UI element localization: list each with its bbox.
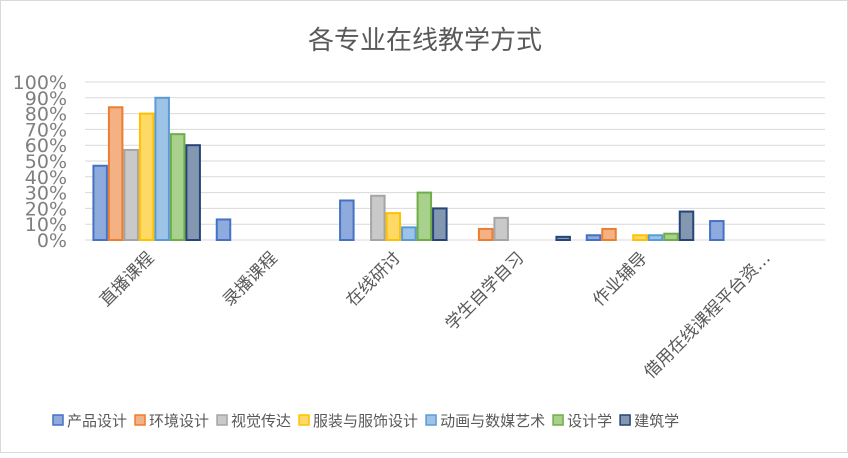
x-tick-label: 作业辅导	[589, 248, 651, 310]
x-tick-label: 学生自学自习	[442, 248, 528, 334]
bar	[432, 207, 448, 241]
bar	[123, 148, 139, 241]
chart-title: 各专业在线教学方式	[308, 26, 542, 56]
legend-swatch	[425, 414, 437, 426]
bar	[678, 210, 695, 241]
y-tick-label: 40%	[25, 167, 67, 189]
bar	[647, 234, 664, 241]
bar	[401, 226, 417, 242]
legend-swatch	[619, 414, 631, 426]
bar	[138, 112, 155, 241]
y-tick-label: 70%	[25, 119, 67, 141]
y-tick-label: 30%	[25, 183, 67, 205]
bar	[107, 106, 124, 241]
bar	[585, 234, 602, 241]
y-tick-label: 20%	[25, 198, 67, 220]
legend-label: 建筑学	[634, 412, 679, 430]
y-tick-label: 50%	[25, 151, 67, 173]
y-tick-label: 90%	[25, 88, 67, 110]
x-tick-label: 借用在线课程平台资…	[641, 248, 775, 382]
bar	[154, 96, 170, 241]
x-tick-label: 直播课程	[96, 248, 158, 310]
legend-label: 产品设计	[67, 412, 127, 430]
x-tick-label: 录播课程	[219, 248, 281, 310]
bar	[370, 194, 386, 241]
bar	[339, 199, 355, 241]
bar	[709, 220, 725, 241]
legend-swatch	[52, 414, 64, 426]
bar	[169, 133, 186, 241]
legend-label: 动画与数媒艺术	[440, 412, 545, 430]
bar	[493, 216, 509, 242]
bar	[92, 164, 108, 242]
y-tick-label: 80%	[25, 104, 67, 126]
legend-swatch	[216, 414, 228, 426]
bar	[477, 227, 494, 242]
bar	[185, 144, 201, 241]
y-tick-label: 0%	[37, 230, 67, 252]
legend-swatch	[298, 414, 310, 426]
bar	[416, 191, 433, 242]
legend-label: 服装与服饰设计	[313, 412, 418, 430]
legend-label: 设计学	[567, 412, 612, 430]
bar	[215, 218, 232, 242]
bar	[632, 234, 648, 241]
bar	[385, 212, 402, 241]
bar	[555, 235, 571, 241]
legend-swatch	[134, 414, 146, 426]
x-tick-label: 在线研讨	[343, 248, 405, 310]
y-tick-label: 60%	[25, 135, 67, 157]
y-tick-label: 100%	[13, 72, 67, 94]
legend-swatch	[552, 414, 564, 426]
legend-label: 环境设计	[149, 412, 209, 430]
y-tick-label: 10%	[25, 214, 67, 236]
bar	[601, 227, 617, 242]
bar	[663, 232, 679, 241]
legend-label: 视觉传达	[231, 412, 291, 430]
